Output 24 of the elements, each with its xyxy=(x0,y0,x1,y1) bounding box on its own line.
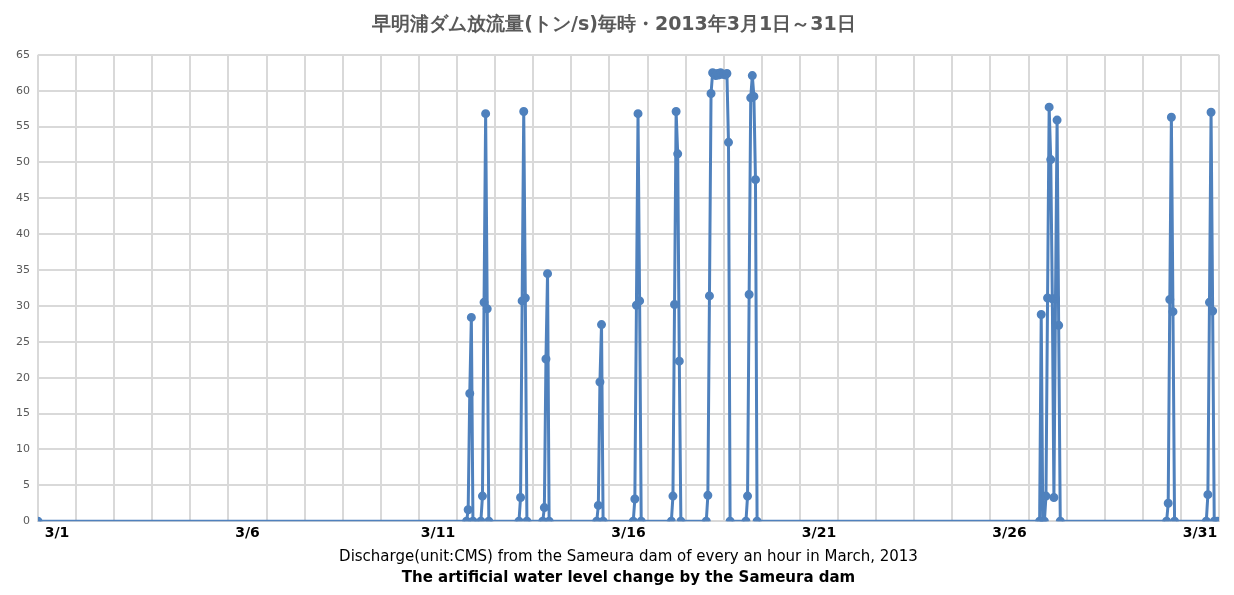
x-axis-title: Discharge(unit:CMS) from the Sameura dam of every an hour in March, 2013 xyxy=(339,546,918,565)
y-tick-label: 25 xyxy=(16,334,30,348)
y-tick-label: 50 xyxy=(16,155,30,169)
y-tick-label: 0 xyxy=(23,514,30,528)
y-tick-label: 20 xyxy=(16,370,30,384)
x-tick-label: 3/16 xyxy=(611,524,646,541)
y-tick-label: 55 xyxy=(16,119,30,133)
y-tick-label: 45 xyxy=(16,191,30,205)
x-tick-label: 3/21 xyxy=(801,524,837,541)
y-tick-label: 40 xyxy=(16,227,30,241)
text: The artificial water level change by the Sameura dam xyxy=(401,568,856,587)
y-tick-label: 15 xyxy=(16,406,30,420)
x-tick-label: 3/1 xyxy=(44,524,70,541)
x-tick-label: 3/26 xyxy=(992,524,1027,541)
y-tick-label: 10 xyxy=(16,442,30,456)
y-tick-label: 35 xyxy=(16,262,30,276)
chart-title: 早明浦ダム放流量(トン/s)毎時・2013年3月1日～31日 xyxy=(371,12,856,35)
x-tick-label: 3/11 xyxy=(420,524,456,541)
y-tick-label: 65 xyxy=(16,47,30,61)
y-tick-label: 30 xyxy=(16,298,30,312)
y-tick-label: 60 xyxy=(16,83,30,97)
x-tick-label: 3/31 xyxy=(1182,524,1218,541)
y-tick-label: 5 xyxy=(23,478,30,492)
x-tick-label: 3/6 xyxy=(235,524,260,541)
